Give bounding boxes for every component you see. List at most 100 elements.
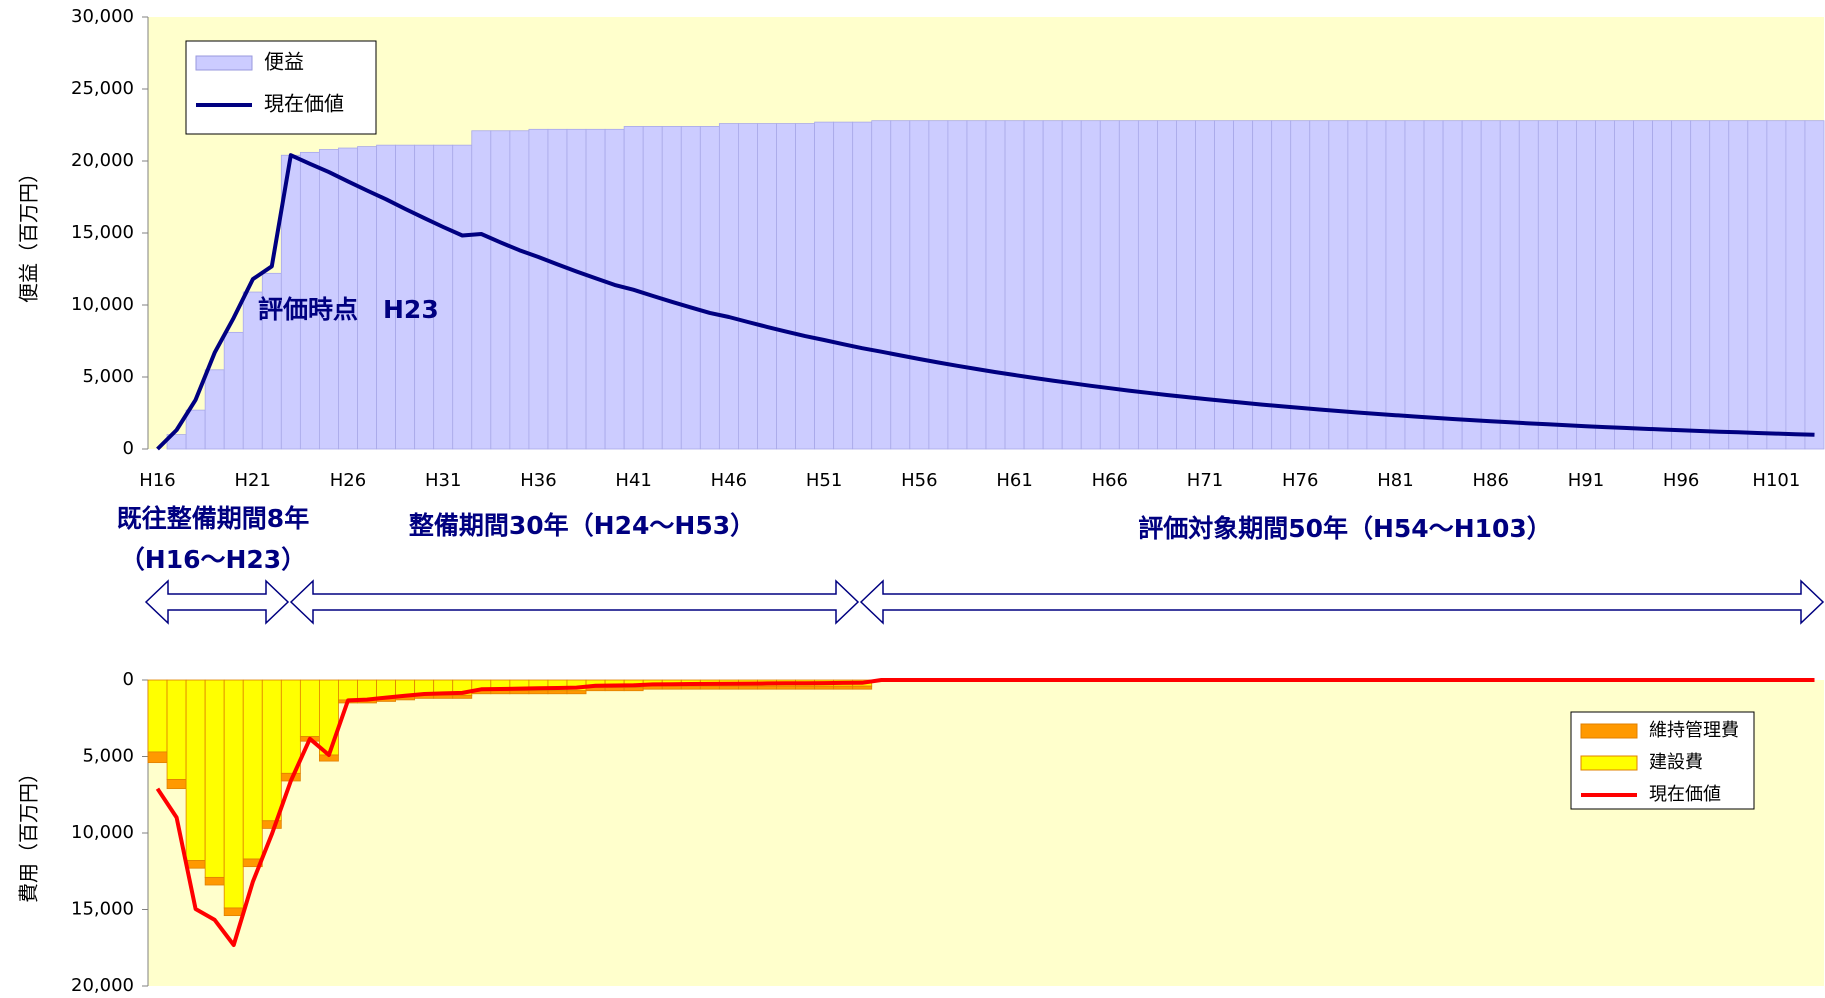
y-tick-label: 0 (123, 438, 134, 459)
legend-label: 現在価値 (1649, 784, 1721, 805)
bar (661, 685, 682, 690)
x-tick-label: H31 (425, 470, 461, 491)
x-tick-label: H21 (235, 470, 271, 491)
x-tick-label: H96 (1663, 470, 1699, 491)
legend-label: 建設費 (1649, 752, 1703, 773)
bar (1804, 120, 1825, 450)
bar (1576, 120, 1596, 450)
bar (566, 690, 587, 695)
y-tick-label: 5,000 (82, 366, 134, 387)
bar (738, 123, 758, 450)
bar (1271, 120, 1292, 450)
bar (166, 779, 187, 790)
annotation: 整備期間30年（H24～H53） (409, 511, 755, 540)
bar (1747, 120, 1768, 450)
bar (833, 121, 854, 450)
bar (1366, 120, 1387, 450)
x-tick-label: H41 (615, 470, 651, 491)
arrow (144, 579, 290, 625)
bar (242, 679, 263, 860)
bar (452, 144, 473, 450)
legend-swatch (1580, 723, 1638, 739)
y-tick-label: 5,000 (82, 746, 134, 767)
bar (1176, 120, 1196, 450)
y-tick-label: 0 (123, 669, 134, 690)
bar (1652, 120, 1673, 450)
y-axis-title: 便益（百万円） (17, 163, 41, 303)
bar (166, 679, 187, 780)
legend-swatch (1580, 755, 1638, 771)
bar (261, 820, 282, 829)
bar (1157, 120, 1177, 450)
bar (1728, 120, 1749, 450)
bar (1766, 120, 1787, 450)
x-tick-label: H66 (1092, 470, 1128, 491)
bar (1785, 120, 1806, 450)
bar (509, 690, 530, 695)
x-tick-label: H91 (1568, 470, 1604, 491)
bar (966, 120, 987, 450)
y-tick-label: 10,000 (71, 822, 134, 843)
bar (1137, 120, 1158, 450)
bar (1328, 120, 1349, 450)
bar (1423, 120, 1444, 450)
bar (223, 907, 244, 917)
bar (795, 685, 815, 690)
bar (1518, 120, 1539, 450)
annotation: 評価時点 H23 (258, 295, 439, 324)
bar (852, 121, 873, 450)
bar (814, 685, 835, 690)
y-tick-label: 20,000 (71, 975, 134, 996)
x-tick-label: H61 (996, 470, 1032, 491)
y-axis-title: 費用（百万円） (17, 763, 41, 903)
bar (1499, 120, 1520, 450)
bar (1404, 120, 1425, 450)
bar (185, 679, 206, 861)
bar (490, 130, 511, 450)
line (155, 678, 1815, 947)
bar (1347, 120, 1368, 450)
x-tick-label: H56 (901, 470, 937, 491)
x-tick-label: H81 (1377, 470, 1413, 491)
bar (1537, 120, 1558, 450)
bar (223, 331, 244, 450)
bar (261, 679, 282, 822)
y-tick-label: 10,000 (71, 294, 134, 315)
bar (185, 860, 206, 869)
bar (871, 120, 892, 450)
y-tick-label: 15,000 (71, 222, 134, 243)
x-tick-label: H71 (1187, 470, 1223, 491)
bar (1118, 120, 1139, 450)
bar (452, 694, 473, 699)
bar (547, 128, 568, 450)
legend-swatch (195, 55, 253, 71)
bar (680, 126, 701, 450)
bar (1252, 120, 1273, 450)
bar (1614, 120, 1634, 450)
bar (204, 876, 225, 886)
bar (1709, 120, 1730, 450)
x-tick-label: H16 (139, 470, 175, 491)
y-tick-label: 30,000 (71, 6, 134, 27)
bar (547, 690, 568, 695)
bar (1461, 120, 1482, 450)
bar (814, 121, 835, 450)
bar (223, 679, 244, 909)
bar (1556, 120, 1577, 450)
bar (604, 687, 625, 692)
x-tick-label: H46 (711, 470, 747, 491)
bar (299, 679, 320, 738)
y-tick-label: 20,000 (71, 150, 134, 171)
bar (776, 123, 796, 450)
bar (471, 130, 492, 450)
bar (909, 120, 930, 450)
bar (699, 685, 720, 690)
bar (1061, 120, 1082, 450)
bar (1290, 120, 1311, 450)
bar (147, 679, 168, 753)
bar (509, 130, 530, 450)
y-tick-label: 15,000 (71, 899, 134, 920)
arrow (289, 579, 860, 625)
x-tick-label: H51 (806, 470, 842, 491)
